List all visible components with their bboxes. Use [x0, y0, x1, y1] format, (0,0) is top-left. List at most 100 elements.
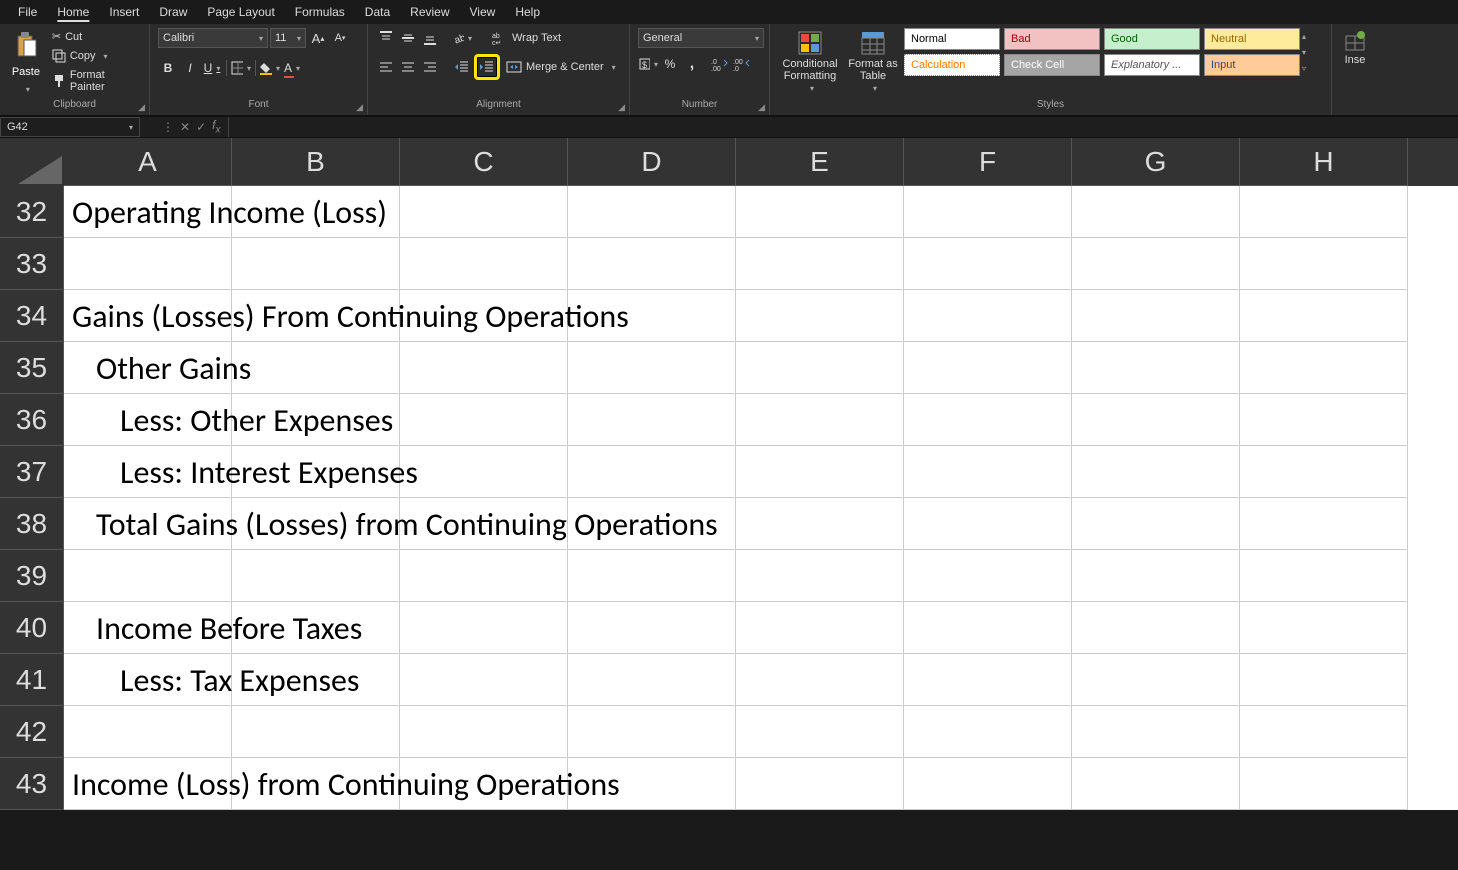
- wrap-text-button[interactable]: abc↵ Wrap Text: [488, 29, 565, 47]
- cell-B35[interactable]: [232, 342, 400, 394]
- cell-G37[interactable]: [1072, 446, 1240, 498]
- cell-G43[interactable]: [1072, 758, 1240, 810]
- cell-H33[interactable]: [1240, 238, 1408, 290]
- cell-F35[interactable]: [904, 342, 1072, 394]
- merge-center-button[interactable]: Merge & Center ▾: [502, 58, 620, 76]
- cell-styles-gallery[interactable]: Normal Bad Good Neutral Calculation Chec…: [904, 28, 1300, 76]
- cell-G33[interactable]: [1072, 238, 1240, 290]
- tab-review[interactable]: Review: [400, 1, 459, 23]
- cell-G39[interactable]: [1072, 550, 1240, 602]
- align-middle-button[interactable]: [398, 28, 418, 48]
- cell-E32[interactable]: [736, 186, 904, 238]
- spreadsheet-grid[interactable]: ABCDEFGH 32Operating Income (Loss)3334Ga…: [0, 138, 1458, 810]
- cells-row-33[interactable]: [64, 238, 1458, 290]
- column-header-D[interactable]: D: [568, 138, 736, 186]
- font-color-button[interactable]: A▾: [282, 58, 302, 78]
- row-header-39[interactable]: 39: [0, 550, 64, 602]
- cell-E39[interactable]: [736, 550, 904, 602]
- row-header-40[interactable]: 40: [0, 602, 64, 654]
- name-box[interactable]: G42▾: [0, 117, 140, 137]
- style-explanatory[interactable]: Explanatory ...: [1104, 54, 1200, 76]
- cell-H35[interactable]: [1240, 342, 1408, 394]
- tab-file[interactable]: File: [8, 1, 47, 23]
- column-header-A[interactable]: A: [64, 138, 232, 186]
- cells-row-34[interactable]: Gains (Losses) From Continuing Operation…: [64, 290, 1458, 342]
- formula-input[interactable]: [229, 117, 1458, 137]
- cell-C41[interactable]: [400, 654, 568, 706]
- cell-D33[interactable]: [568, 238, 736, 290]
- row-header-32[interactable]: 32: [0, 186, 64, 238]
- accounting-format-button[interactable]: $▾: [638, 54, 658, 74]
- cell-F32[interactable]: [904, 186, 1072, 238]
- cell-G32[interactable]: [1072, 186, 1240, 238]
- style-check-cell[interactable]: Check Cell: [1004, 54, 1100, 76]
- style-input[interactable]: Input: [1204, 54, 1300, 76]
- cell-C37[interactable]: [400, 446, 568, 498]
- style-good[interactable]: Good: [1104, 28, 1200, 50]
- format-as-table-button[interactable]: Format as Table▾: [846, 28, 900, 95]
- cell-F39[interactable]: [904, 550, 1072, 602]
- cell-E36[interactable]: [736, 394, 904, 446]
- cell-H43[interactable]: [1240, 758, 1408, 810]
- cells-row-43[interactable]: Income (Loss) from Continuing Operations: [64, 758, 1458, 810]
- cells-row-32[interactable]: Operating Income (Loss): [64, 186, 1458, 238]
- cells-row-36[interactable]: Less: Other Expenses: [64, 394, 1458, 446]
- tab-page-layout[interactable]: Page Layout: [197, 1, 284, 23]
- row-header-37[interactable]: 37: [0, 446, 64, 498]
- cell-E35[interactable]: [736, 342, 904, 394]
- align-left-button[interactable]: [376, 57, 396, 77]
- cells-row-37[interactable]: Less: Interest Expenses: [64, 446, 1458, 498]
- style-normal[interactable]: Normal: [904, 28, 1000, 50]
- font-name-select[interactable]: Calibri▾: [158, 28, 268, 48]
- cell-C42[interactable]: [400, 706, 568, 758]
- cell-D39[interactable]: [568, 550, 736, 602]
- cell-G36[interactable]: [1072, 394, 1240, 446]
- cell-H34[interactable]: [1240, 290, 1408, 342]
- column-header-C[interactable]: C: [400, 138, 568, 186]
- cell-E41[interactable]: [736, 654, 904, 706]
- column-header-H[interactable]: H: [1240, 138, 1408, 186]
- cell-F37[interactable]: [904, 446, 1072, 498]
- cells-row-41[interactable]: Less: Tax Expenses: [64, 654, 1458, 706]
- comma-button[interactable]: ,: [682, 54, 702, 74]
- cell-H38[interactable]: [1240, 498, 1408, 550]
- cell-D42[interactable]: [568, 706, 736, 758]
- number-format-select[interactable]: General▾: [638, 28, 764, 48]
- style-bad[interactable]: Bad: [1004, 28, 1100, 50]
- align-right-button[interactable]: [420, 57, 440, 77]
- row-header-42[interactable]: 42: [0, 706, 64, 758]
- font-size-select[interactable]: 11▾: [270, 28, 306, 48]
- cell-E42[interactable]: [736, 706, 904, 758]
- tab-insert[interactable]: Insert: [99, 1, 149, 23]
- cell-H40[interactable]: [1240, 602, 1408, 654]
- cell-E37[interactable]: [736, 446, 904, 498]
- fill-color-button[interactable]: ▾: [260, 58, 280, 78]
- cell-E34[interactable]: [736, 290, 904, 342]
- select-all-corner[interactable]: [0, 138, 64, 186]
- cell-A42[interactable]: [64, 706, 232, 758]
- cell-C39[interactable]: [400, 550, 568, 602]
- cells-row-38[interactable]: Total Gains (Losses) from Continuing Ope…: [64, 498, 1458, 550]
- cell-B33[interactable]: [232, 238, 400, 290]
- cell-D36[interactable]: [568, 394, 736, 446]
- cells-row-40[interactable]: Income Before Taxes: [64, 602, 1458, 654]
- row-header-36[interactable]: 36: [0, 394, 64, 446]
- cell-H36[interactable]: [1240, 394, 1408, 446]
- cell-E38[interactable]: [736, 498, 904, 550]
- cell-D37[interactable]: [568, 446, 736, 498]
- increase-font-button[interactable]: A▴: [308, 28, 328, 48]
- decrease-indent-button[interactable]: [452, 57, 472, 77]
- decrease-font-button[interactable]: A▾: [330, 28, 350, 48]
- tab-data[interactable]: Data: [355, 1, 400, 23]
- cell-F36[interactable]: [904, 394, 1072, 446]
- cell-C36[interactable]: [400, 394, 568, 446]
- cell-G38[interactable]: [1072, 498, 1240, 550]
- cell-G41[interactable]: [1072, 654, 1240, 706]
- cell-B42[interactable]: [232, 706, 400, 758]
- increase-indent-button[interactable]: [474, 54, 500, 80]
- row-header-41[interactable]: 41: [0, 654, 64, 706]
- cell-G34[interactable]: [1072, 290, 1240, 342]
- cell-D40[interactable]: [568, 602, 736, 654]
- cell-E43[interactable]: [736, 758, 904, 810]
- cell-F38[interactable]: [904, 498, 1072, 550]
